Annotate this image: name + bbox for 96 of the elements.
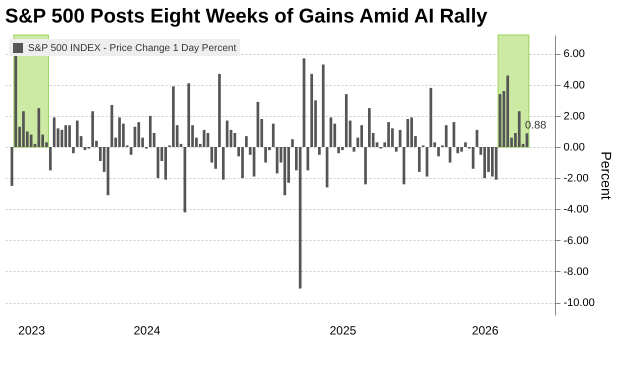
bar [118, 117, 121, 147]
bar [72, 147, 75, 154]
bar [276, 147, 278, 174]
bar [252, 147, 256, 177]
y-tick-label: -10.00 [564, 297, 595, 310]
bar [68, 125, 71, 147]
bar [306, 147, 310, 170]
bar [494, 147, 498, 180]
bar [214, 147, 217, 169]
bar [91, 111, 94, 147]
bar [418, 147, 421, 172]
y-tick-label: 6.00 [564, 48, 585, 60]
bar [326, 147, 328, 188]
bar [437, 147, 440, 156]
bar [341, 147, 344, 150]
bar [37, 108, 40, 147]
bar [130, 147, 132, 155]
bar [491, 147, 494, 177]
bar [233, 133, 236, 147]
bar [264, 147, 267, 163]
bar [472, 147, 474, 169]
bar [184, 147, 186, 212]
bar [245, 136, 248, 147]
bar [272, 124, 275, 147]
bar [406, 119, 410, 147]
bar [410, 117, 413, 147]
y-tick-label: -2.00 [564, 172, 589, 185]
bar [318, 147, 321, 155]
bar [156, 147, 160, 178]
bar [222, 147, 225, 180]
chart-title: S&P 500 Posts Eight Weeks of Gains Amid AI Rally [5, 6, 488, 28]
x-tick-label: 2023 [18, 324, 46, 338]
bar [322, 64, 325, 147]
bar [426, 147, 428, 177]
bar [206, 133, 210, 147]
bar [344, 94, 348, 147]
bar [402, 147, 406, 184]
bar [172, 86, 175, 147]
bar [460, 147, 463, 152]
bar [22, 111, 25, 147]
bar [148, 116, 152, 147]
bar [364, 147, 367, 184]
bar [187, 83, 190, 147]
bar [226, 120, 229, 147]
bar [241, 147, 244, 178]
bar [398, 130, 402, 147]
y-tick-label: -8.00 [564, 266, 589, 278]
bar [518, 111, 521, 147]
bar [352, 147, 356, 152]
bar [464, 142, 467, 147]
x-tick-label: 2026 [472, 324, 499, 338]
bar [360, 125, 364, 147]
bar [394, 147, 398, 152]
bar [256, 102, 260, 147]
bar [310, 74, 314, 147]
y-tick-label: 0.00 [564, 142, 585, 154]
bar [448, 147, 452, 163]
bar [110, 105, 114, 147]
bar [452, 122, 456, 147]
bar [202, 130, 206, 147]
bar [456, 147, 460, 154]
bar [106, 147, 110, 196]
y-tick-label: 4.00 [564, 79, 585, 92]
bar [14, 55, 18, 147]
bar [430, 88, 432, 147]
bar [298, 147, 302, 289]
bar [302, 58, 306, 147]
bar [476, 130, 478, 147]
bar [52, 117, 56, 147]
bar [498, 94, 502, 147]
bar [526, 133, 528, 147]
bar [483, 147, 486, 178]
bar [368, 108, 371, 147]
x-tick-label: 2025 [330, 324, 357, 338]
x-tick-label: 2024 [134, 324, 161, 338]
bar [337, 147, 340, 154]
bar [84, 147, 86, 150]
bar [506, 75, 510, 147]
bar [49, 147, 52, 170]
bar [218, 74, 221, 147]
bar [330, 117, 332, 147]
legend-label: S&P 500 INDEX - Price Change 1 Day Percent [28, 43, 236, 54]
bar [137, 122, 140, 147]
bar [76, 120, 79, 147]
bar [30, 134, 32, 147]
y-axis-title: Percent [598, 151, 615, 200]
y-tick-label: 2.00 [564, 110, 585, 122]
y-tick-label: -4.00 [564, 204, 589, 216]
bar [291, 139, 294, 147]
y-tick-label: -6.00 [564, 234, 589, 247]
bar [10, 147, 14, 186]
bar [283, 147, 286, 196]
bar [164, 147, 168, 180]
bar [387, 122, 390, 147]
bar [64, 125, 68, 147]
bar [444, 125, 448, 147]
